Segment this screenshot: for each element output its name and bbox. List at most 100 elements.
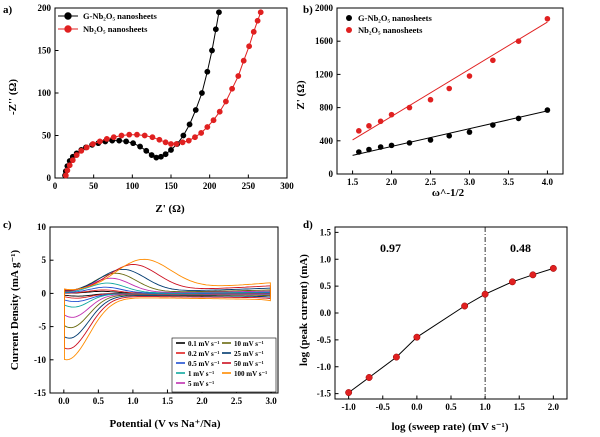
y-tick-label: 1600 [315, 36, 334, 46]
legend-label: 100 mV s⁻¹ [234, 370, 267, 378]
data-point-1 [544, 15, 551, 22]
data-point-0 [515, 115, 522, 122]
panel-b-xlabel: ω^-1/2 [432, 187, 465, 199]
panel-a-plot [62, 9, 264, 179]
data-point-0 [388, 142, 395, 149]
y-tick-label: 200 [38, 3, 52, 13]
panel-b-legend: G-Nb₂O₅ nanosheets Nb₂O₅ nanosheets [346, 13, 433, 35]
y-tick-label: 1200 [315, 69, 334, 79]
cv-curve-7 [64, 264, 271, 350]
data-point-0 [180, 132, 187, 139]
data-point-1 [89, 141, 96, 147]
x-tick-label: 1.5 [347, 177, 359, 187]
data-point-1 [377, 118, 384, 125]
data-point-0 [212, 26, 219, 33]
y-tick-label: -10 [34, 355, 46, 365]
legend-marker-g-nb2o5 [64, 12, 72, 20]
data-point-0 [168, 147, 174, 153]
data-point-0 [116, 137, 123, 144]
data-point-0 [123, 138, 130, 145]
data-point-1 [192, 134, 198, 141]
panel-d-plot [345, 227, 557, 399]
data-point-0 [153, 154, 160, 161]
data-point-1 [64, 167, 71, 174]
panel-c-xlabel: Potential (V vs Na⁺/Na) [109, 418, 220, 430]
data-point-1 [162, 139, 169, 146]
data-point-0 [204, 68, 211, 75]
y-tick-label: -1.0 [317, 362, 332, 372]
panel-b-label: b) [303, 4, 313, 16]
panel-b-frame [336, 7, 564, 175]
panel-a-label: a) [3, 4, 13, 16]
x-tick-label: 1.5 [514, 402, 526, 412]
x-tick-label: 200 [203, 181, 217, 191]
data-point-0 [466, 129, 473, 135]
trend-line [348, 267, 554, 394]
panel-c-ylabel: Current Density (mA g⁻¹) [9, 249, 21, 370]
legend-label: 25 mV s⁻¹ [234, 350, 264, 358]
series-line-0 [64, 12, 220, 176]
data-point-0 [216, 9, 222, 16]
panel-a-xlabel: Z' (Ω) [155, 203, 185, 215]
data-point-1 [406, 104, 413, 111]
data-point-1 [235, 73, 242, 79]
fit-line-0 [352, 110, 548, 156]
legend-label-nb2o5: Nb₂O₅ nanosheets [83, 24, 148, 34]
data-point-1 [229, 85, 235, 92]
legend-label: 0.5 mV s⁻¹ [188, 360, 220, 368]
data-point-0 [158, 153, 164, 160]
legend-label: 0.2 mV s⁻¹ [188, 350, 220, 358]
data-point-1 [216, 108, 223, 115]
y-tick-label: 50 [42, 131, 52, 141]
data-point-1 [62, 172, 69, 179]
legend-label: 10 mV s⁻¹ [234, 340, 264, 348]
x-tick-label: 2.5 [231, 396, 243, 406]
data-point [549, 264, 557, 272]
data-point-1 [96, 138, 103, 145]
data-point-1 [204, 124, 211, 130]
panel-c-plot [64, 258, 271, 361]
panel-b-plot [352, 15, 551, 156]
panel-c-frame [49, 226, 279, 394]
y-tick-label: 0.5 [320, 281, 332, 291]
x-tick-label: 4.0 [542, 177, 554, 187]
legend-label: 5 mV s⁻¹ [188, 380, 214, 388]
y-tick-label: 0.0 [320, 308, 332, 318]
legend-label: 50 mV s⁻¹ [234, 360, 264, 368]
data-point-1 [110, 134, 117, 141]
data-point-1 [149, 134, 156, 141]
data-point-1 [118, 132, 125, 139]
legend-label-b-nb2o5: Nb₂O₅ nanosheets [358, 25, 423, 35]
y-tick-label: 2000 [315, 3, 334, 13]
legend-label-b-g-nb2o5: G-Nb₂O₅ nanosheets [358, 13, 433, 23]
panel-a-frame [54, 7, 288, 179]
data-point-1 [366, 123, 372, 129]
data-point-1 [446, 85, 453, 92]
data-point-0 [192, 107, 199, 113]
data-point-1 [490, 57, 496, 64]
y-tick-label: 5 [42, 255, 47, 265]
x-tick-label: 2.5 [425, 177, 437, 187]
data-point [392, 353, 400, 361]
data-point-1 [141, 132, 148, 139]
data-point-0 [199, 90, 205, 96]
x-tick-label: 300 [280, 181, 294, 191]
x-tick-label: 1.0 [479, 402, 491, 412]
y-tick-label: -0.5 [317, 335, 332, 345]
panel-c: c) Current Density (mA g⁻¹) Potential (V… [3, 219, 279, 430]
series-line-1 [65, 12, 262, 176]
y-tick-label: 0 [47, 173, 52, 183]
x-tick-label: 3.5 [503, 177, 515, 187]
data-point [345, 389, 353, 396]
data-point-0 [366, 146, 372, 153]
data-point-1 [356, 128, 362, 134]
x-tick-label: 2.0 [386, 177, 398, 187]
data-point-1 [466, 73, 473, 79]
panel-b: b) Z' (Ω) ω^-1/2 1.5 2.0 2.5 3.0 3.5 4.0 0 400 8… [295, 3, 564, 199]
panel-a: a) -Z'' (Ω) Z' (Ω) 0 50 100 150 200 250 300 0 50… [3, 3, 294, 215]
x-tick-label: 2.0 [548, 402, 560, 412]
data-point-0 [209, 47, 215, 54]
data-point-0 [143, 147, 150, 154]
x-tick-label: -0.5 [376, 402, 391, 412]
x-tick-label: 150 [164, 181, 178, 191]
